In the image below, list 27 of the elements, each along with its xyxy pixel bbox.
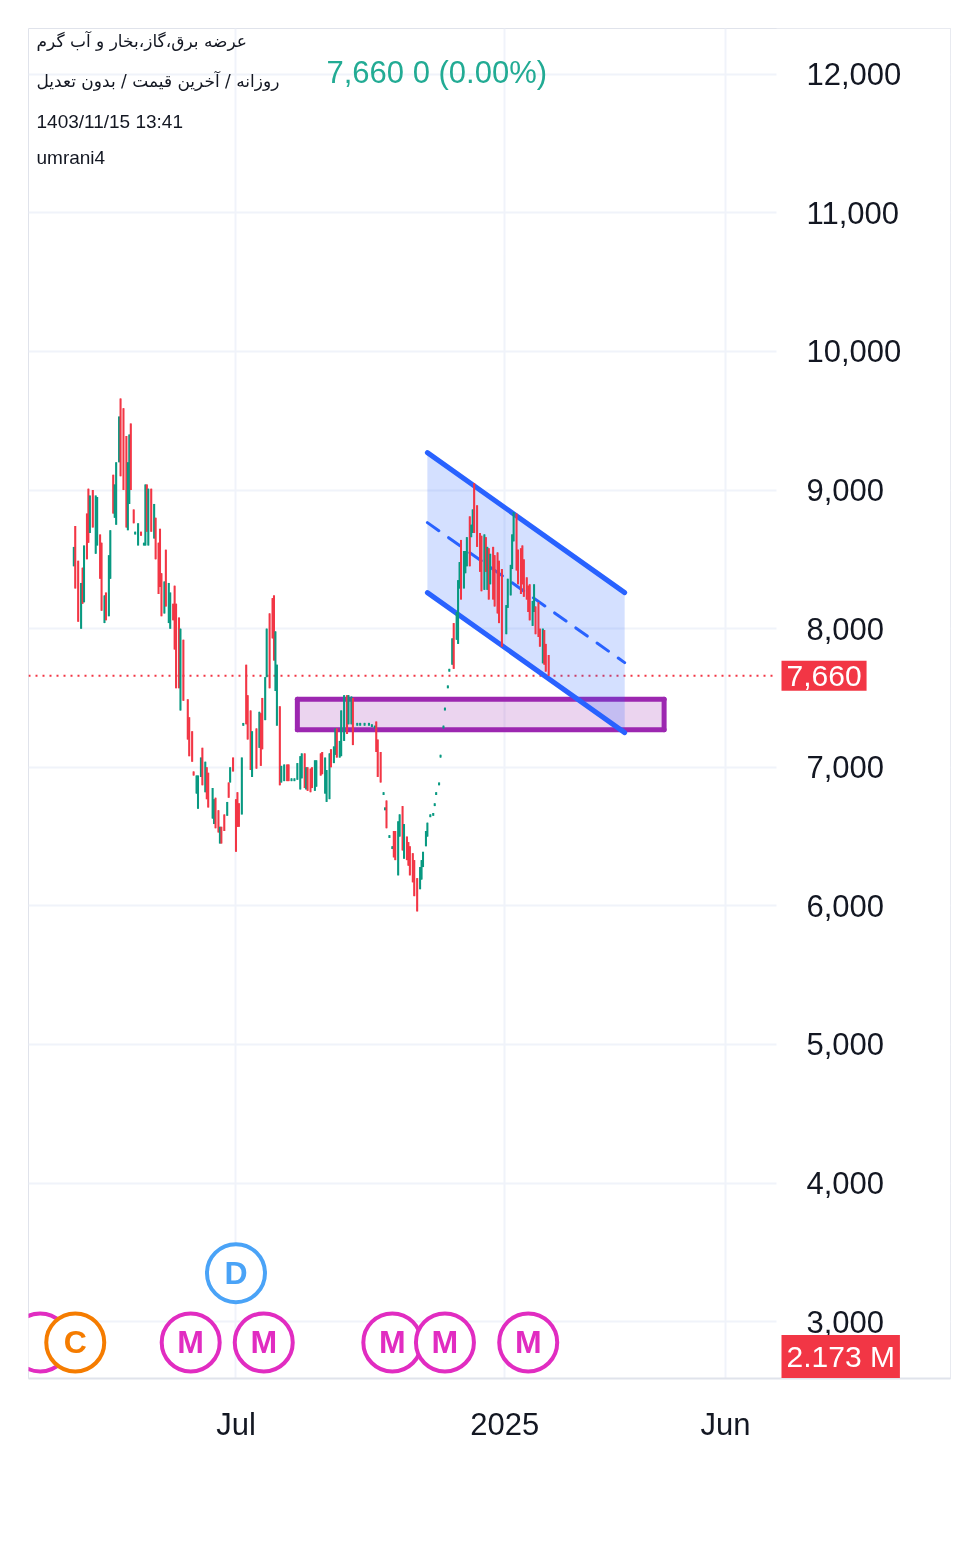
- y-tick-label: 11,000: [806, 195, 900, 231]
- annotation: 1403/11/15 13:41: [36, 111, 184, 132]
- data-label: M: [431, 1324, 459, 1361]
- ref-line-label: 7,660: [786, 658, 862, 692]
- y-tick-label: 6,000: [806, 888, 885, 924]
- x-tick-label: Jul: [216, 1406, 256, 1442]
- data-label: M: [177, 1324, 205, 1361]
- data-label: D: [224, 1255, 248, 1292]
- y-tick-label: 3,000: [806, 1304, 885, 1340]
- y-tick-label: 10,000: [806, 334, 902, 370]
- annotation: 7,660 0 (0.00%): [326, 55, 548, 90]
- data-label: M: [379, 1324, 406, 1361]
- x-tick-label: Jun: [700, 1406, 751, 1442]
- annotation: umrani4: [36, 147, 106, 168]
- y-tick-label: 7,000: [806, 750, 885, 786]
- data-label: M: [250, 1324, 278, 1361]
- data-label: C: [63, 1324, 87, 1361]
- x-tick-label: 2025: [470, 1406, 540, 1442]
- y-tick-label: 9,000: [806, 473, 885, 509]
- y-tick-label: 12,000: [806, 57, 902, 93]
- annotation: 2.173 M: [786, 1340, 895, 1373]
- text: روزانه / آخرین قیمت / بدون تعدیل: [36, 69, 280, 91]
- chart-title: عرضه برق،گاز،بخار و آب گرم: [36, 29, 247, 51]
- y-tick-label: 8,000: [806, 611, 885, 647]
- y-tick-label: 5,000: [806, 1027, 885, 1063]
- data-label: M: [514, 1324, 542, 1361]
- y-tick-label: 4,000: [806, 1166, 885, 1202]
